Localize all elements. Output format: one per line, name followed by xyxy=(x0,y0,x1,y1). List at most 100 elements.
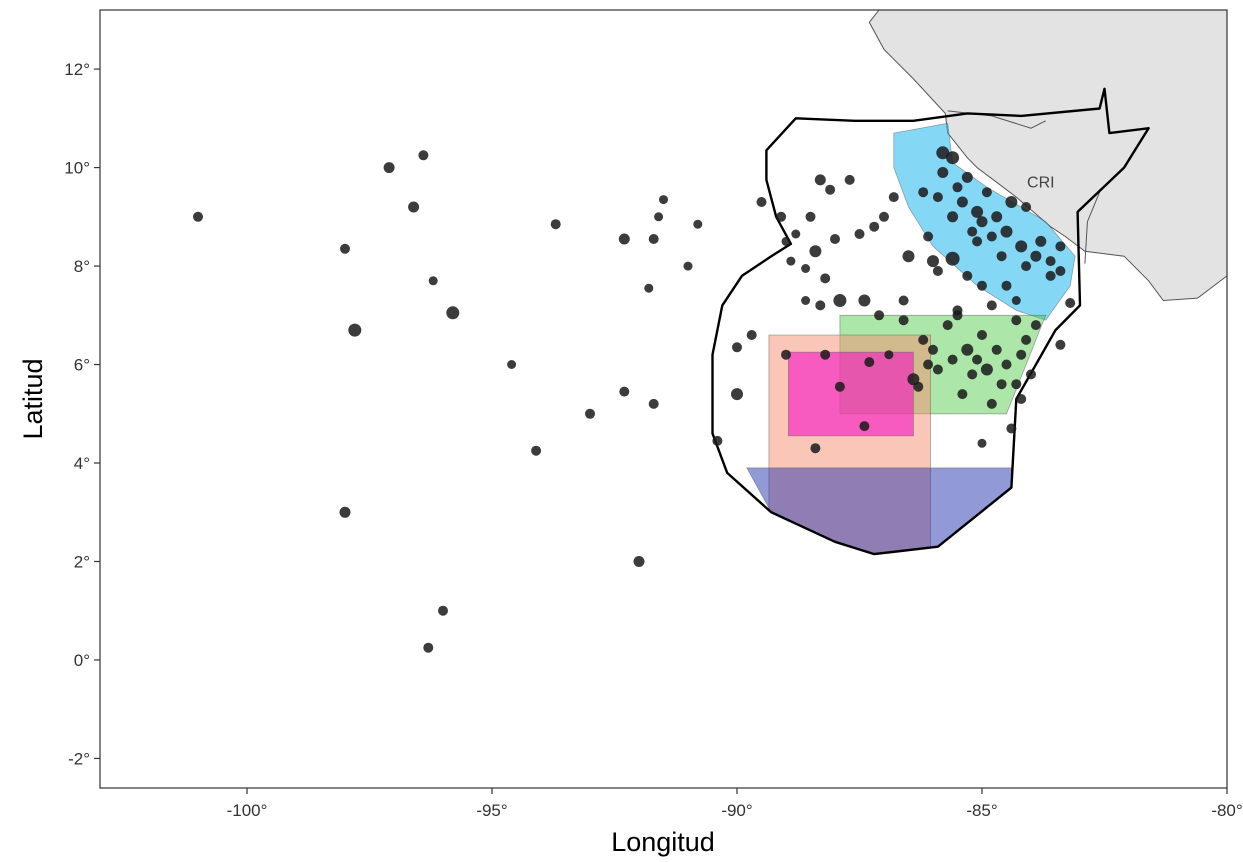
y-tick-label: 8° xyxy=(74,257,90,276)
data-point xyxy=(859,421,870,432)
data-point xyxy=(888,192,899,203)
data-point xyxy=(952,310,963,321)
data-point xyxy=(1000,225,1013,238)
data-point xyxy=(923,359,934,370)
data-point xyxy=(507,360,517,369)
data-point xyxy=(1021,202,1032,212)
data-point xyxy=(340,243,350,254)
x-tick-label: -80° xyxy=(1211,801,1242,820)
data-point xyxy=(864,357,875,368)
data-point xyxy=(879,211,889,222)
data-point xyxy=(1055,266,1066,276)
data-point xyxy=(619,386,630,397)
data-point xyxy=(810,443,821,454)
x-axis-title: Longitud xyxy=(611,827,715,857)
data-point xyxy=(918,187,929,198)
data-point xyxy=(438,605,448,616)
data-point xyxy=(654,212,664,222)
data-point xyxy=(644,283,654,293)
data-point xyxy=(976,216,988,228)
data-point xyxy=(844,174,855,185)
data-point xyxy=(786,256,796,266)
data-point xyxy=(986,231,997,242)
data-point xyxy=(957,389,968,400)
country-border xyxy=(1084,192,1101,264)
data-point xyxy=(952,182,963,193)
y-tick-label: 12° xyxy=(64,60,90,79)
data-point xyxy=(854,229,865,239)
y-axis-title: Latitud xyxy=(18,358,48,439)
data-point xyxy=(936,146,950,160)
data-point xyxy=(531,445,542,456)
data-point xyxy=(937,167,949,178)
data-point xyxy=(1015,240,1028,253)
x-tick-label: -100° xyxy=(227,801,268,820)
x-tick-label: -90° xyxy=(721,801,752,820)
data-point xyxy=(1045,256,1056,267)
data-point xyxy=(805,211,816,222)
data-point xyxy=(932,364,943,375)
data-point xyxy=(550,219,561,230)
data-point xyxy=(648,234,659,244)
data-point xyxy=(756,197,767,207)
y-tick-label: 6° xyxy=(74,356,90,375)
data-point xyxy=(874,310,885,321)
data-point xyxy=(834,381,845,392)
data-point xyxy=(961,171,973,183)
data-point xyxy=(927,255,939,268)
data-point xyxy=(956,196,968,208)
data-point xyxy=(825,184,836,195)
data-point xyxy=(820,273,831,284)
data-point xyxy=(1006,423,1017,434)
data-point xyxy=(981,187,992,198)
data-point xyxy=(833,294,847,307)
data-point xyxy=(1026,369,1036,380)
y-tick-label: 10° xyxy=(64,159,90,178)
zone-layer xyxy=(746,122,1076,555)
data-point xyxy=(776,211,787,222)
data-point xyxy=(991,211,1003,223)
data-point xyxy=(977,438,987,448)
eez-boundary-line xyxy=(711,87,1150,556)
data-point xyxy=(820,349,831,360)
data-point xyxy=(1016,349,1027,360)
data-point xyxy=(383,162,395,174)
data-point xyxy=(731,388,743,401)
data-point xyxy=(947,211,959,223)
point-layer xyxy=(193,146,1076,653)
panel-border xyxy=(99,9,1228,789)
data-point xyxy=(659,195,668,205)
data-point xyxy=(962,270,973,281)
data-point xyxy=(348,323,362,337)
data-point xyxy=(945,251,960,266)
data-point xyxy=(746,330,757,340)
x-tick-label: -85° xyxy=(966,801,997,820)
data-point xyxy=(781,349,791,360)
x-axis: -100° -95° -90° -85° -80° xyxy=(227,788,1243,820)
data-point xyxy=(947,354,958,365)
data-point xyxy=(942,320,953,331)
data-point xyxy=(898,295,909,306)
data-point xyxy=(971,205,984,218)
y-axis: -2° 0° 2° 4° 6° 8° 10° 12° xyxy=(64,60,100,768)
data-point xyxy=(618,233,630,245)
data-point xyxy=(923,231,934,242)
y-tick-label: -2° xyxy=(68,749,90,768)
data-point xyxy=(1005,196,1018,208)
data-point xyxy=(648,398,659,409)
data-point xyxy=(418,150,429,161)
data-point xyxy=(986,300,997,311)
data-point xyxy=(423,642,434,653)
boundary-layer xyxy=(711,87,1150,556)
data-point xyxy=(991,344,1002,355)
data-point xyxy=(781,236,791,246)
data-point xyxy=(986,398,997,409)
data-point xyxy=(1045,270,1056,281)
data-point xyxy=(712,435,723,446)
data-point xyxy=(339,506,351,518)
data-point xyxy=(884,350,894,360)
data-point xyxy=(932,192,943,203)
data-point xyxy=(902,250,915,263)
zone-polygon xyxy=(788,351,914,437)
data-point xyxy=(898,315,909,326)
